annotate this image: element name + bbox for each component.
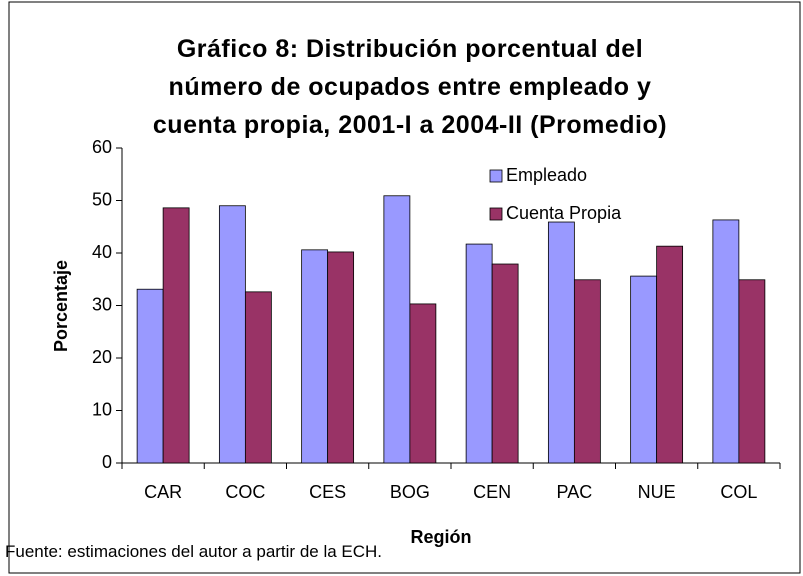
y-tick-label: 0 — [102, 452, 112, 472]
y-tick-label: 50 — [92, 189, 112, 209]
x-tick-label: COC — [225, 482, 265, 502]
legend-swatch — [489, 169, 503, 183]
chart-title: Gráfico 8: Distribución porcentual del n… — [152, 35, 668, 139]
x-tick-label: COL — [720, 482, 757, 502]
x-tick-label: BOG — [390, 482, 430, 502]
x-tick-label: CES — [309, 482, 346, 502]
x-tick-label: CEN — [473, 482, 511, 502]
bar — [136, 288, 164, 464]
bar — [218, 205, 246, 464]
bar — [573, 279, 601, 464]
bar — [712, 219, 740, 464]
legend-label: Empleado — [506, 165, 587, 185]
frame — [8, 1, 801, 574]
bar — [738, 279, 766, 464]
x-tick-label: CAR — [144, 482, 182, 502]
legend-label: Cuenta Propia — [506, 203, 622, 223]
bar — [465, 243, 493, 464]
y-tick-label: 20 — [92, 347, 112, 367]
x-tick-label: NUE — [638, 482, 676, 502]
source-note: Fuente: estimaciones del autor a partir … — [5, 542, 383, 561]
y-axis-label: Porcentaje — [51, 260, 71, 352]
legend-swatch — [489, 207, 503, 221]
bar — [244, 291, 272, 464]
bar — [656, 245, 684, 464]
x-axis-label: Región — [411, 527, 472, 547]
bar — [162, 207, 190, 464]
y-tick-label: 30 — [92, 294, 112, 314]
bar — [301, 249, 329, 464]
bar — [547, 221, 575, 464]
y-tick-label: 10 — [92, 399, 112, 419]
bar — [327, 251, 355, 464]
y-tick-label: 40 — [92, 242, 112, 262]
bar — [383, 195, 411, 464]
x-tick-label: PAC — [557, 482, 593, 502]
bar — [491, 263, 519, 464]
y-tick-label: 60 — [92, 137, 112, 157]
bar — [409, 303, 437, 464]
bar — [630, 275, 658, 464]
